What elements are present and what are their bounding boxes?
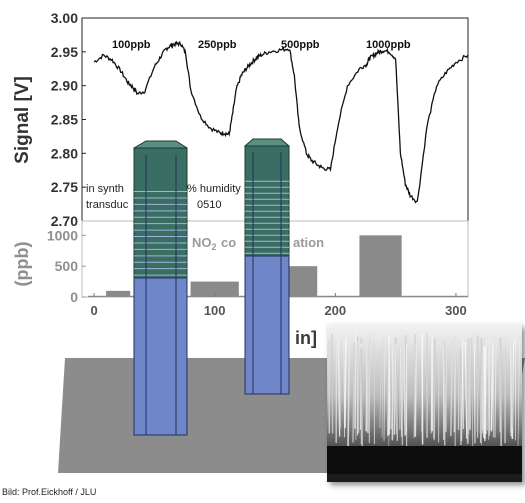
signal-y-tick-label: 2.85 xyxy=(51,112,78,128)
concentration-step-bar xyxy=(401,295,468,297)
sem-nanowire-streak xyxy=(473,342,476,444)
signal-y-tick-label: 2.70 xyxy=(51,213,78,229)
concentration-y-tick-label: 500 xyxy=(55,258,79,274)
time-x-tick-label: 200 xyxy=(324,303,346,318)
sem-nanowire-streak xyxy=(464,342,468,439)
signal-y-tick-label: 2.75 xyxy=(51,179,78,195)
annotation-100ppb: 100ppb xyxy=(112,39,151,51)
sem-nanowire-streak xyxy=(510,341,514,433)
time-axis-label-b: in] xyxy=(295,328,317,348)
sem-nanowire-streak xyxy=(381,338,384,438)
sem-nanowire-streak xyxy=(391,337,395,441)
sem-nanowire-streak xyxy=(499,337,503,448)
nanowire-left-stripes xyxy=(134,191,187,276)
sem-nanowire-streak xyxy=(344,337,347,429)
sem-nanowire-streak xyxy=(461,338,464,442)
signal-y-tick-label: 2.95 xyxy=(51,44,78,60)
signal-y-tick-label: 3.00 xyxy=(51,10,78,26)
nanowire-right-stripes xyxy=(245,180,289,254)
time-x-ticks: 0 100 200 300 xyxy=(90,293,467,318)
sem-nanowire-streak xyxy=(433,338,436,439)
sem-nanowire-streak xyxy=(479,338,483,433)
sem-nanowire-streak xyxy=(400,348,402,438)
no2-label-ation: ation xyxy=(293,235,324,250)
signal-series-line xyxy=(93,40,469,204)
concentration-step-bar xyxy=(106,290,131,297)
sem-nanowire-streak xyxy=(517,341,520,446)
concentration-y-ticks: 0 500 1000 xyxy=(47,227,86,305)
sem-nanowire-streak xyxy=(457,350,460,430)
time-x-tick-label: 0 xyxy=(90,303,97,318)
sem-nanowire-streak xyxy=(476,335,479,438)
sem-nanowire-streak xyxy=(352,341,356,443)
sem-micrograph-inset xyxy=(327,324,522,482)
sem-nanowire-streak xyxy=(387,344,390,437)
signal-y-axis-label: Signal [V] xyxy=(12,76,33,164)
nanowire-left-body xyxy=(133,277,188,436)
legend-text-1b: % humidity xyxy=(187,183,241,195)
sem-nanowire-streak xyxy=(445,342,448,431)
sem-nanowire-texture xyxy=(328,333,520,448)
concentration-y-tick-label: 1000 xyxy=(47,227,78,243)
sem-nanowire-streak xyxy=(414,343,417,437)
sem-nanowire-streak xyxy=(450,338,453,437)
sem-nanowire-streak xyxy=(484,339,487,442)
nanowire-left xyxy=(133,140,188,436)
concentration-y-tick-label: 0 xyxy=(70,289,78,305)
sem-nanowire-streak xyxy=(453,335,457,433)
image-credit: Bild: Prof.Eickhoff / JLU xyxy=(2,487,97,497)
sem-info-bar xyxy=(327,474,522,482)
legend-text-1: in synth xyxy=(86,183,124,195)
time-x-tick-label: 300 xyxy=(445,303,467,318)
annotation-250ppb: 250ppb xyxy=(198,39,237,51)
sem-nanowire-streak xyxy=(413,334,416,438)
sem-nanowire-streak xyxy=(383,348,386,441)
nanowire-right-quantum-section xyxy=(244,145,290,257)
sem-nanowire-streak xyxy=(488,337,491,436)
no2-label-subscript: 2 xyxy=(212,242,217,252)
sem-nanowire-streak xyxy=(365,344,369,432)
sem-nanowire-streak xyxy=(337,339,341,437)
nanowire-right xyxy=(244,138,290,395)
legend-text-2: transduc xyxy=(86,199,129,211)
concentration-step-bar xyxy=(317,295,360,297)
no2-label-co: co xyxy=(221,235,236,250)
sem-nanowire-streak xyxy=(468,338,471,430)
sem-nanowire-streak xyxy=(494,342,497,438)
concentration-y-axis-label: (ppb) xyxy=(12,242,32,287)
legend-text-2b: 0510 xyxy=(197,199,221,211)
sem-nanowire-streak xyxy=(487,337,490,431)
signal-y-ticks: 2.70 2.75 2.80 2.85 2.90 2.95 3.00 xyxy=(51,10,86,229)
sem-nanowire-streak xyxy=(347,339,351,447)
concentration-step-bar xyxy=(88,295,107,297)
nanowire-right-body xyxy=(244,255,290,395)
sem-nanowire-streak xyxy=(471,337,474,448)
concentration-steps xyxy=(88,235,468,297)
time-x-tick-label: 100 xyxy=(204,303,226,318)
sem-nanowire-streak xyxy=(331,333,334,434)
nanowire-left-quantum-section xyxy=(133,147,188,279)
no2-label-main: NO xyxy=(192,235,212,250)
concentration-step-bar xyxy=(190,281,239,297)
sem-nanowire-streak xyxy=(490,342,494,430)
annotation-500ppb: 500ppb xyxy=(281,39,320,51)
sem-nanowire-streak xyxy=(459,350,462,446)
concentration-step-bar xyxy=(359,235,402,297)
no2-label: NO2 xyxy=(192,235,217,252)
sem-nanowire-streak xyxy=(393,344,397,435)
signal-y-tick-label: 2.80 xyxy=(51,145,78,161)
signal-y-tick-label: 2.90 xyxy=(51,78,78,94)
sem-nanowire-streak xyxy=(379,347,382,429)
annotation-1000ppb: 1000ppb xyxy=(366,39,411,51)
sem-nanowire-streak xyxy=(401,336,404,431)
sem-nanowire-streak xyxy=(403,348,407,436)
